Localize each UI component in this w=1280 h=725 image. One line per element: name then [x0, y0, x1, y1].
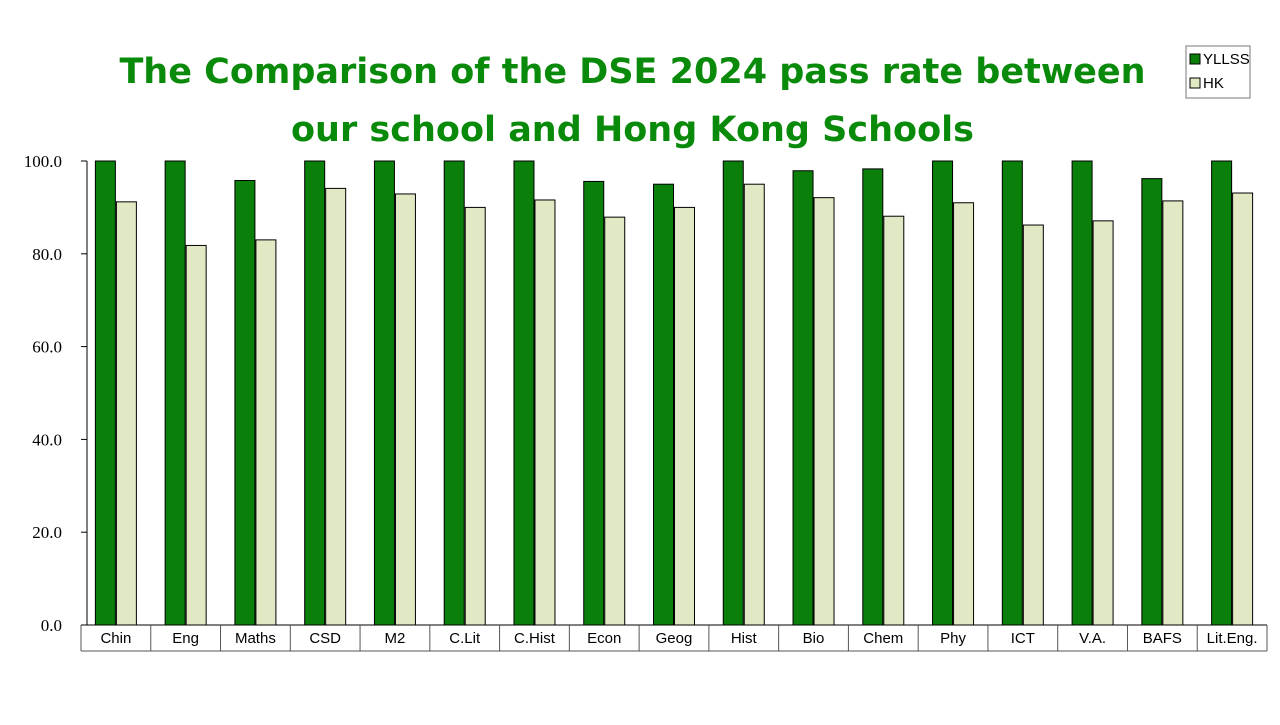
category-label: V.A. — [1079, 630, 1106, 647]
bar-yllss-phy — [932, 160, 954, 626]
category-label: C.Hist — [514, 630, 556, 647]
legend-swatch-hk — [1189, 77, 1201, 89]
category-label: Phy — [940, 630, 966, 647]
bar-hk-econ — [604, 216, 626, 626]
bar-yllss-chin — [94, 160, 116, 626]
bar-yllss-clit — [443, 160, 465, 626]
y-tick-label: 20.0 — [32, 523, 62, 542]
bar-hk-m2 — [394, 193, 416, 626]
y-tick-label: 80.0 — [32, 245, 62, 264]
category-label: Econ — [587, 630, 621, 647]
legend-label-yllss: YLLSS — [1203, 51, 1250, 68]
legend-swatch-yllss — [1189, 53, 1201, 65]
category-label: Hist — [731, 630, 758, 647]
bar-yllss-geog — [653, 183, 674, 626]
bar-yllss-va — [1071, 160, 1093, 626]
bar-yllss-hist — [722, 160, 744, 626]
bar-hk-geog — [674, 206, 695, 626]
y-tick-label: 100.0 — [24, 152, 62, 171]
bar-hk-chem — [883, 215, 905, 626]
bar-hk-eng — [185, 244, 207, 626]
bar-yllss-econ — [583, 180, 605, 626]
bar-yllss-csd — [304, 160, 326, 626]
bar-hk-bio — [813, 197, 835, 626]
category-label: M2 — [385, 630, 406, 647]
category-label: Chem — [863, 630, 903, 647]
category-label: Eng — [172, 630, 199, 647]
bar-yllss-eng — [164, 160, 186, 626]
bar-hk-liteng — [1232, 192, 1254, 626]
chart-title-line-2: our school and Hong Kong Schools — [291, 110, 974, 150]
category-label: Chin — [100, 630, 131, 647]
bar-hk-ict — [1022, 224, 1044, 626]
bar-hk-csd — [325, 187, 347, 626]
bar-hk-bafs — [1162, 200, 1184, 626]
y-tick-label: 0.0 — [41, 616, 62, 635]
category-label: Geog — [656, 630, 693, 647]
bar-yllss-maths — [234, 179, 256, 626]
bar-hk-maths — [255, 239, 277, 626]
bar-hk-va — [1092, 220, 1114, 626]
category-label: Maths — [235, 630, 276, 647]
bar-yllss-liteng — [1211, 160, 1233, 626]
bar-yllss-ict — [1001, 160, 1023, 626]
category-label: Lit.Eng. — [1207, 630, 1258, 647]
bar-hk-chin — [115, 201, 137, 626]
bar-yllss-bio — [792, 170, 814, 626]
bar-hk-hist — [743, 183, 765, 626]
bar-yllss-bafs — [1141, 178, 1163, 626]
category-label: CSD — [309, 630, 341, 647]
bar-hk-chist — [534, 199, 556, 626]
y-tick-label: 60.0 — [32, 338, 62, 357]
bar-hk-phy — [953, 202, 975, 626]
legend-label-hk: HK — [1203, 75, 1224, 92]
bar-yllss-m2 — [373, 160, 395, 626]
category-label: Bio — [803, 630, 825, 647]
bar-hk-clit — [464, 206, 486, 626]
category-label: C.Lit — [449, 630, 481, 647]
category-label: ICT — [1011, 630, 1035, 647]
y-tick-label: 40.0 — [32, 430, 62, 449]
bar-yllss-chem — [862, 168, 884, 626]
bar-yllss-chist — [513, 160, 535, 626]
category-label: BAFS — [1143, 630, 1182, 647]
chart-title-line-1: The Comparison of the DSE 2024 pass rate… — [119, 52, 1146, 92]
